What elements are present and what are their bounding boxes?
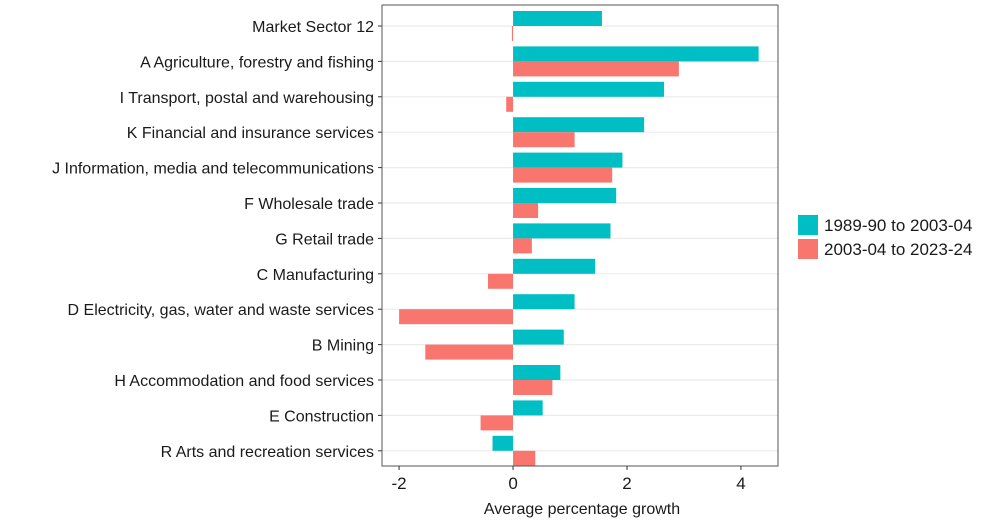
x-axis-label: Average percentage growth [484,501,680,518]
bar-1989-2004 [513,117,645,133]
bar-1989-2004 [513,258,596,274]
legend-label: 1989-90 to 2003-04 [824,216,972,235]
y-tick-label: I Transport, postal and warehousing [120,90,374,107]
legend-key [798,239,818,259]
y-tick-label: G Retail trade [275,231,374,248]
bar-2003-2024 [513,203,539,218]
x-tick-label: 2 [622,474,631,493]
bar-2003-2024 [399,309,514,325]
bar-2003-2024 [506,96,514,112]
bar-1989-2004 [513,11,602,26]
bar-2003-2024 [513,450,536,466]
x-tick-label: 4 [736,474,745,493]
y-tick-label: D Electricity, gas, water and waste serv… [68,302,374,319]
legend-key [798,215,818,235]
y-tick-label: B Mining [312,338,374,355]
bar-2003-2024 [480,415,514,431]
bar-2003-2024 [513,132,575,148]
bar-1989-2004 [513,294,575,310]
plot-border [381,4,779,467]
bar-1989-2004 [513,81,665,97]
y-tick-label: Market Sector 12 [252,19,374,36]
bar-2003-2024 [425,344,514,360]
x-tick-label: 0 [508,474,517,493]
y-tick-label: R Arts and recreation services [161,444,374,461]
bar-1989-2004 [513,152,623,168]
bar-1989-2004 [513,46,759,62]
y-tick-label: H Accommodation and food services [114,373,374,390]
bar-1989-2004 [492,435,514,451]
bar-2003-2024 [487,273,514,289]
bar-2003-2024 [513,61,679,77]
bar-1989-2004 [513,223,611,239]
bar-2003-2024 [513,380,553,395]
y-tick-label: J Information, media and telecommunicati… [52,161,374,178]
legend-label: 2003-04 to 2023-24 [824,240,972,259]
y-tick-label: F Wholesale trade [244,196,374,213]
bar-1989-2004 [513,329,564,345]
y-tick-label: A Agriculture, forestry and fishing [140,54,374,71]
bar-1989-2004 [513,400,543,416]
x-tick-label: -2 [392,474,407,493]
bar-2003-2024 [511,26,514,41]
bar-2003-2024 [513,238,532,254]
bar-1989-2004 [513,365,561,380]
bar-1989-2004 [513,188,617,203]
y-tick-label: C Manufacturing [257,267,374,284]
y-tick-label: K Financial and insurance services [127,125,374,142]
y-tick-label: E Construction [269,408,374,425]
bar-2003-2024 [513,167,613,183]
